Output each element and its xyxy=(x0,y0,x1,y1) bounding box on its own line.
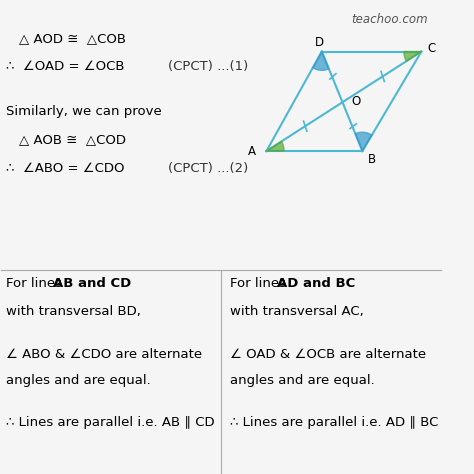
Text: ∴ Lines are parallel i.e. AD ∥ BC: ∴ Lines are parallel i.e. AD ∥ BC xyxy=(230,416,438,429)
Text: ∴ Lines are parallel i.e. AB ∥ CD: ∴ Lines are parallel i.e. AB ∥ CD xyxy=(6,416,214,429)
Text: ∠ OAD & ∠OCB are alternate: ∠ OAD & ∠OCB are alternate xyxy=(230,348,426,361)
Polygon shape xyxy=(404,52,421,61)
Text: C: C xyxy=(428,42,436,55)
Text: △ AOD ≅  △COB: △ AOD ≅ △COB xyxy=(19,32,126,45)
Text: AD and BC: AD and BC xyxy=(277,277,356,290)
Polygon shape xyxy=(313,52,329,70)
Text: ∠ ABO & ∠CDO are alternate: ∠ ABO & ∠CDO are alternate xyxy=(6,348,202,361)
Text: teachoo.com: teachoo.com xyxy=(351,13,428,26)
Text: For lines: For lines xyxy=(6,277,66,290)
Text: For lines: For lines xyxy=(230,277,290,290)
Text: A: A xyxy=(247,145,255,157)
Text: △ AOB ≅  △COD: △ AOB ≅ △COD xyxy=(19,133,126,146)
Text: angles and are equal.: angles and are equal. xyxy=(230,374,374,387)
Polygon shape xyxy=(266,141,284,151)
Text: B: B xyxy=(368,153,376,166)
Text: with transversal AC,: with transversal AC, xyxy=(230,305,364,319)
Text: AB and CD: AB and CD xyxy=(53,277,131,290)
Text: (CPCT) ...(2): (CPCT) ...(2) xyxy=(168,162,248,174)
Text: ∴  ∠ABO = ∠CDO: ∴ ∠ABO = ∠CDO xyxy=(6,162,124,174)
Text: D: D xyxy=(315,36,324,49)
Polygon shape xyxy=(356,132,372,151)
Text: Similarly, we can prove: Similarly, we can prove xyxy=(6,105,162,118)
Text: O: O xyxy=(352,95,361,108)
Text: (CPCT) ...(1): (CPCT) ...(1) xyxy=(168,60,248,73)
Text: ∴  ∠OAD = ∠OCB: ∴ ∠OAD = ∠OCB xyxy=(6,60,124,73)
Text: with transversal BD,: with transversal BD, xyxy=(6,305,141,319)
Text: angles and are equal.: angles and are equal. xyxy=(6,374,151,387)
